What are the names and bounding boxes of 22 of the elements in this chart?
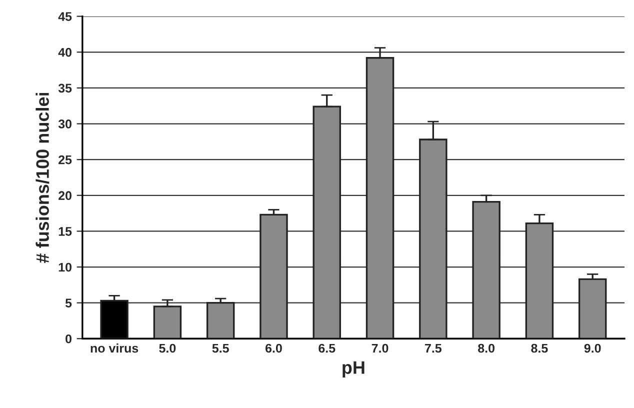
y-tick-label: 15	[58, 227, 72, 236]
y-tick-label: 20	[58, 191, 72, 200]
x-tick-label: 8.5	[531, 344, 548, 353]
x-tick-label: 5.5	[212, 344, 229, 353]
y-tick-label: 45	[58, 12, 72, 21]
x-axis-title: pH	[342, 361, 364, 378]
x-tick-label: 9.0	[584, 344, 601, 353]
x-tick-label: 6.5	[318, 344, 336, 353]
y-tick-label: 25	[58, 155, 72, 164]
x-tick-label: no virus	[90, 344, 138, 353]
x-tick-label: 5.0	[159, 344, 176, 353]
x-tick-label: 6.0	[266, 344, 282, 353]
y-tick-label: 40	[58, 48, 72, 57]
y-tick-label: 5	[65, 298, 72, 308]
x-tick-label: 8.0	[478, 344, 494, 353]
y-axis-title: # fusions/100 nuclei	[36, 92, 50, 263]
y-tick-label: 0	[66, 334, 72, 344]
x-tick-label: 7.0	[372, 344, 388, 353]
y-tick-label: 30	[58, 120, 72, 128]
x-tick-label: 7.5	[425, 344, 442, 353]
y-tick-label: 10	[58, 262, 72, 272]
y-tick-label: 35	[58, 84, 72, 93]
